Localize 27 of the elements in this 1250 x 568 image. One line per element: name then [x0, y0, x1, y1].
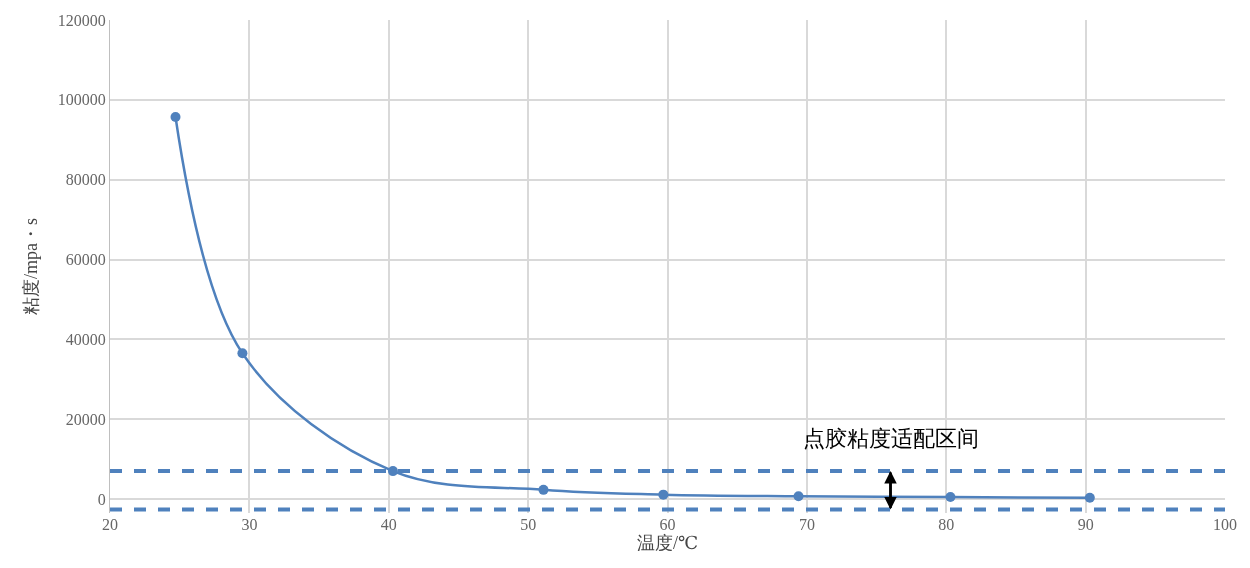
x-tick-label: 50 [520, 516, 537, 533]
point [387, 466, 398, 477]
y-tick-label: 80000 [65, 171, 106, 189]
y-tick-label: 120000 [57, 11, 106, 29]
y-tick-label: 20000 [65, 410, 106, 428]
x-tick-label: 60 [659, 516, 676, 533]
y-tick-label: 100000 [57, 91, 106, 109]
y-axis-title: 粘度/mpa・s [21, 218, 41, 315]
x-tick-label: 30 [241, 516, 258, 533]
x-tick-label: 20 [102, 516, 118, 533]
point [1084, 492, 1095, 503]
point [945, 492, 956, 503]
y-tick-label: 40000 [65, 330, 106, 348]
point [170, 112, 181, 122]
x-tick-label: 100 [1213, 516, 1237, 533]
x-tick-label: 90 [1077, 516, 1094, 533]
point [793, 491, 804, 502]
x-axis-title: 温度/℃ [636, 533, 699, 553]
x-tick-label: 70 [798, 516, 815, 533]
x-tick-label: 80 [938, 516, 955, 533]
point [538, 484, 549, 495]
x-tick-label: 40 [380, 516, 397, 533]
y-tick-label: 60000 [65, 251, 106, 269]
annotation: 点胶粘度适配区间 [803, 426, 979, 451]
y-tick-label: 0 [97, 490, 106, 508]
point [658, 489, 669, 500]
point [237, 348, 248, 359]
